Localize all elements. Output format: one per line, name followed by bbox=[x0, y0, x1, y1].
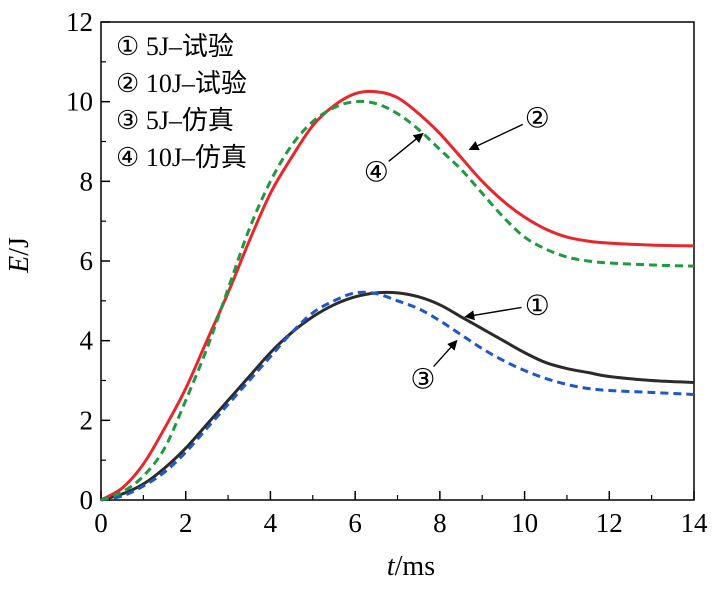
axes: 0 2 4 6 8 10 12 14 0 2 4 6 8 10 12 bbox=[66, 7, 708, 538]
callouts: ① ② ③ ④ bbox=[364, 104, 550, 396]
legend-entry-3: ③ 5J–仿真 bbox=[116, 106, 234, 135]
legend-entry-2: ② 10J–试验 bbox=[116, 69, 247, 98]
x-tick-label: 14 bbox=[681, 508, 709, 538]
y-axis-label-italic: E bbox=[4, 256, 35, 274]
series-lines bbox=[100, 89, 695, 502]
series-line-4 bbox=[100, 99, 695, 502]
y-tick-label: 10 bbox=[66, 87, 93, 117]
legend-marker: ③ bbox=[116, 106, 146, 135]
legend-entry-4: ④ 10J–仿真 bbox=[116, 143, 247, 172]
x-tick-label: 12 bbox=[596, 508, 623, 538]
callout-arrow-1 bbox=[464, 306, 522, 321]
callout-label-1: ① bbox=[525, 291, 550, 322]
x-tick-label: 4 bbox=[264, 508, 278, 538]
y-tick-label: 6 bbox=[80, 246, 94, 276]
legend-entry-1: ① 5J–试验 bbox=[116, 32, 234, 61]
x-tick-label: 10 bbox=[511, 508, 538, 538]
x-tick-label: 8 bbox=[433, 508, 447, 538]
x-axis-label: t/ms bbox=[387, 551, 435, 582]
y-axis-label: E/J bbox=[4, 237, 35, 274]
legend-text: 10J–试验 bbox=[146, 69, 247, 98]
x-tick-label: 6 bbox=[348, 508, 362, 538]
series-line-2 bbox=[100, 89, 695, 502]
legend-marker: ② bbox=[116, 69, 146, 98]
callout-arrow-4 bbox=[388, 132, 424, 162]
y-tick-label: 4 bbox=[80, 326, 94, 356]
y-tick-label: 0 bbox=[80, 485, 94, 515]
legend-text: 5J–仿真 bbox=[146, 106, 234, 135]
callout-label-3: ③ bbox=[410, 365, 435, 396]
callout-arrow-2 bbox=[468, 123, 524, 151]
y-tick-label: 8 bbox=[80, 166, 94, 196]
legend: ① 5J–试验② 10J–试验③ 5J–仿真④ 10J–仿真 bbox=[116, 32, 247, 172]
y-tick-label: 2 bbox=[80, 405, 94, 435]
callout-label-2: ② bbox=[525, 104, 550, 135]
x-axis-label-italic: t bbox=[387, 551, 396, 582]
x-axis-label-unit: /ms bbox=[395, 551, 435, 582]
y-tick-label: 12 bbox=[66, 7, 93, 37]
legend-marker: ① bbox=[116, 32, 146, 61]
series-line-3 bbox=[100, 290, 695, 502]
x-tick-label: 0 bbox=[94, 508, 108, 538]
legend-text: 10J–仿真 bbox=[146, 143, 247, 172]
series-line-1 bbox=[100, 290, 695, 502]
legend-marker: ④ bbox=[116, 143, 146, 172]
callout-label-4: ④ bbox=[364, 157, 389, 188]
legend-text: 5J–试验 bbox=[146, 32, 234, 61]
x-tick-label: 2 bbox=[179, 508, 193, 538]
callout-arrow-3 bbox=[433, 339, 458, 368]
y-axis-label-unit: /J bbox=[4, 237, 35, 256]
